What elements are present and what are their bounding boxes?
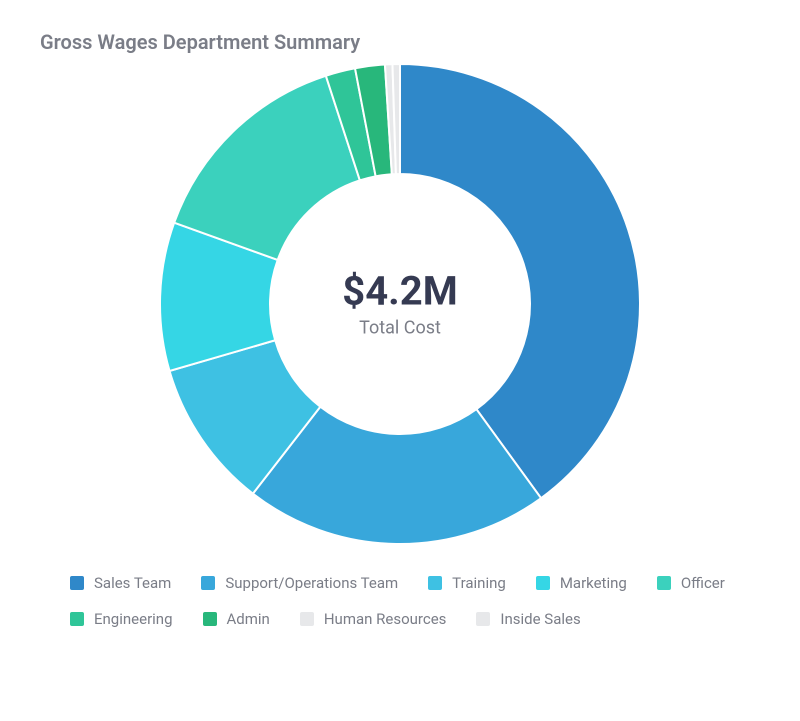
- legend-swatch: [70, 576, 84, 590]
- legend-label: Support/Operations Team: [225, 574, 398, 592]
- legend-item-admin[interactable]: Admin: [203, 610, 270, 628]
- legend-swatch: [70, 612, 84, 626]
- legend-item-inside-sales[interactable]: Inside Sales: [476, 610, 580, 628]
- donut-wrap: $4.2M Total Cost: [160, 64, 640, 544]
- legend-item-support-operations-team[interactable]: Support/Operations Team: [201, 574, 398, 592]
- legend-item-human-resources[interactable]: Human Resources: [300, 610, 447, 628]
- legend-swatch: [476, 612, 490, 626]
- legend-swatch: [536, 576, 550, 590]
- legend-item-training[interactable]: Training: [428, 574, 506, 592]
- legend-item-sales-team[interactable]: Sales Team: [70, 574, 171, 592]
- donut-chart-container: $4.2M Total Cost: [40, 64, 760, 544]
- legend-item-officer[interactable]: Officer: [657, 574, 725, 592]
- chart-title: Gross Wages Department Summary: [40, 30, 760, 54]
- legend-item-engineering[interactable]: Engineering: [70, 610, 173, 628]
- center-label: Total Cost: [342, 318, 457, 339]
- legend-swatch: [428, 576, 442, 590]
- center-value: $4.2M: [342, 270, 457, 314]
- donut-center: $4.2M Total Cost: [342, 270, 457, 339]
- legend-label: Human Resources: [324, 610, 447, 628]
- legend-label: Training: [452, 574, 506, 592]
- legend-label: Officer: [681, 574, 725, 592]
- legend-label: Inside Sales: [500, 610, 580, 628]
- legend-label: Admin: [227, 610, 270, 628]
- legend-swatch: [657, 576, 671, 590]
- donut-slice-officer[interactable]: [174, 76, 360, 260]
- chart-legend: Sales Team Support/Operations Team Trainin…: [40, 574, 760, 628]
- legend-item-marketing[interactable]: Marketing: [536, 574, 627, 592]
- legend-swatch: [203, 612, 217, 626]
- legend-label: Engineering: [94, 610, 173, 628]
- legend-swatch: [201, 576, 215, 590]
- legend-label: Sales Team: [94, 574, 171, 592]
- legend-label: Marketing: [560, 574, 627, 592]
- legend-swatch: [300, 612, 314, 626]
